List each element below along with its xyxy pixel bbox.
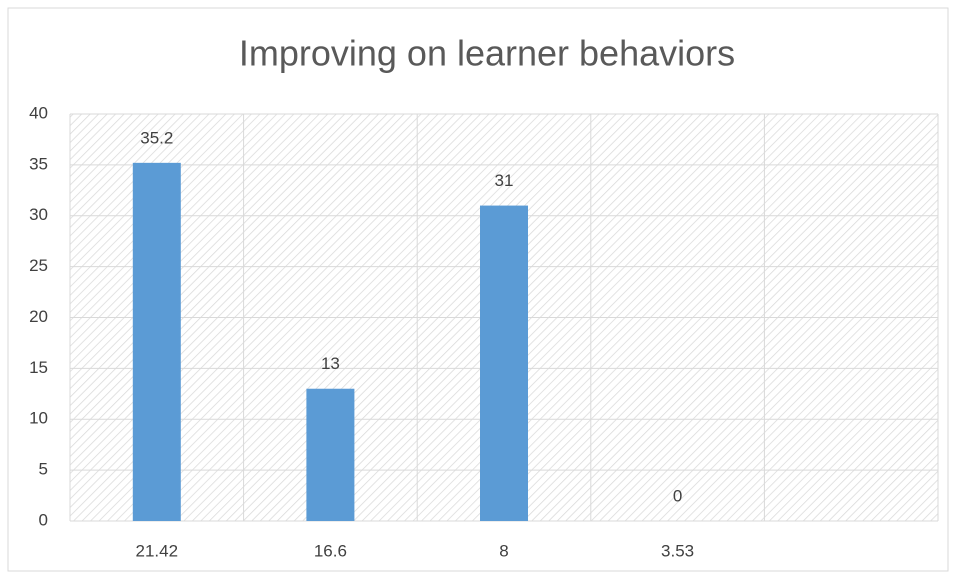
y-tick-label: 40 (29, 103, 48, 122)
data-label: 13 (321, 354, 340, 373)
y-tick-label: 15 (29, 358, 48, 377)
bar (480, 205, 528, 521)
x-tick-label: 21.42 (136, 541, 179, 560)
x-tick-label: 16.6 (314, 541, 347, 560)
bar (132, 162, 181, 521)
x-tick-label: 8 (499, 541, 508, 560)
bar (306, 388, 355, 521)
data-label: 35.2 (140, 128, 173, 147)
y-tick-label: 30 (29, 205, 48, 224)
y-tick-label: 5 (39, 460, 48, 479)
y-tick-label: 20 (29, 307, 48, 326)
y-tick-label: 35 (29, 154, 48, 173)
chart-title: Improving on learner behaviors (239, 33, 735, 74)
data-label: 31 (495, 171, 514, 190)
y-tick-label: 25 (29, 256, 48, 275)
y-tick-label: 0 (39, 510, 48, 529)
x-tick-label: 3.53 (661, 541, 694, 560)
y-tick-label: 10 (29, 409, 48, 428)
data-label: 0 (673, 486, 682, 505)
